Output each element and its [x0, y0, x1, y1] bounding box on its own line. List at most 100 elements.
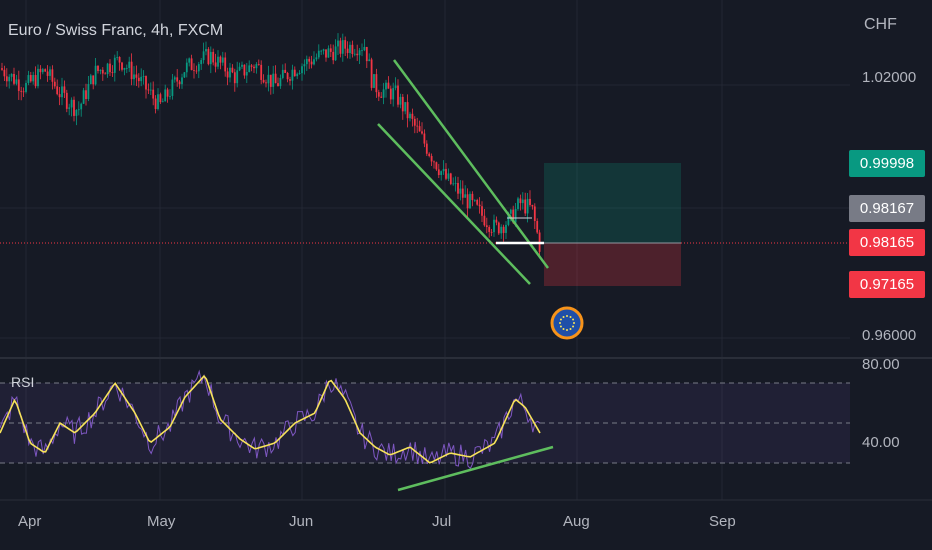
candle-body	[313, 59, 315, 65]
candle-body	[154, 98, 157, 110]
candle-body	[224, 57, 227, 72]
candle-body	[449, 173, 452, 184]
eu-star	[559, 318, 562, 321]
candle-body	[404, 102, 407, 112]
eu-star	[569, 315, 572, 318]
candle-body	[337, 40, 339, 47]
candle-body	[46, 71, 49, 76]
profit-zone	[544, 163, 681, 243]
candle-body	[303, 64, 306, 67]
candle-body	[142, 76, 145, 77]
candle-body	[257, 64, 260, 65]
candle-body	[27, 75, 30, 84]
price-axis-label: 0.96000	[862, 327, 917, 344]
candle-body	[8, 76, 11, 82]
rsi-divergence-line	[397, 445, 554, 492]
candle-body	[193, 70, 195, 71]
candle-body	[197, 64, 200, 72]
candle-body	[502, 226, 505, 233]
loss-zone	[544, 243, 681, 286]
candle-body	[161, 101, 164, 103]
candle-body	[469, 193, 471, 209]
candle-body	[245, 72, 248, 76]
candle-body	[125, 68, 128, 69]
candle-body	[382, 89, 385, 98]
candle-body	[488, 227, 491, 232]
candle-body	[473, 199, 476, 201]
candle-body	[442, 168, 445, 172]
candle-body	[219, 56, 222, 63]
candle-body	[296, 73, 299, 77]
candle-body	[116, 57, 119, 58]
candle-body	[459, 188, 462, 194]
candle-body	[373, 74, 375, 88]
candle-body	[118, 57, 121, 63]
candle-body	[332, 51, 335, 61]
candle-body	[250, 65, 253, 67]
candle-body	[380, 96, 383, 98]
candle-body	[65, 92, 68, 109]
candle-body	[135, 74, 138, 78]
candle-body	[356, 53, 359, 56]
candle-body	[358, 50, 361, 56]
rsi-label[interactable]: RSI	[11, 374, 35, 390]
target-price-tag: 0.99998	[849, 150, 925, 177]
candle-body	[265, 82, 267, 84]
rsi-axis-label: 80.00	[862, 356, 900, 373]
candle-body	[89, 75, 92, 85]
stop-price-tag: 0.97165	[849, 271, 925, 298]
candle-body	[454, 183, 457, 184]
eu-star	[566, 315, 568, 317]
symbol-title[interactable]: Euro / Swiss Franc, 4h, FXCM	[8, 22, 224, 39]
candle-body	[238, 66, 241, 71]
candle-body	[113, 57, 116, 73]
candle-body	[241, 64, 243, 67]
eu-star	[562, 315, 565, 318]
candle-body	[253, 66, 255, 69]
candle-body	[130, 61, 133, 80]
channel-lower-line	[377, 123, 531, 285]
candle-body	[166, 89, 169, 97]
candle-body	[236, 70, 239, 84]
candle-body	[202, 51, 205, 61]
entry-price-tag: 0.98165	[849, 229, 925, 256]
candle-body	[521, 199, 524, 204]
candle-body	[85, 90, 87, 99]
candle-body	[152, 89, 155, 99]
candle-body	[308, 58, 311, 62]
rsi-line	[0, 369, 541, 470]
eu-star	[573, 322, 575, 324]
price-axis-label: 1.02000	[862, 69, 917, 86]
candle-body	[49, 69, 51, 76]
candle-body	[229, 67, 231, 78]
candle-body	[73, 99, 75, 116]
candle-body	[68, 107, 71, 109]
candle-body	[169, 95, 171, 97]
candle-body	[173, 77, 176, 80]
candle-body	[320, 50, 323, 52]
candle-body	[44, 69, 47, 72]
candle-body	[70, 99, 73, 108]
candle-body	[128, 61, 131, 69]
time-axis-label: Sep	[709, 513, 736, 530]
candle-body	[10, 73, 13, 77]
candle-body	[385, 82, 387, 90]
candle-body	[526, 198, 529, 214]
candle-body	[509, 209, 512, 214]
eu-star	[569, 328, 572, 331]
eu-star	[572, 318, 575, 321]
candle-body	[209, 51, 212, 65]
candle-body	[483, 215, 486, 226]
candle-body	[171, 79, 174, 96]
candle-body	[461, 188, 464, 198]
time-axis-label: Jul	[432, 513, 452, 530]
candle-body	[149, 89, 152, 91]
candle-body	[349, 44, 351, 54]
candle-body	[281, 69, 284, 78]
candle-body	[185, 62, 188, 73]
candle-body	[481, 206, 483, 216]
candle-body	[478, 204, 481, 207]
channel-upper-line	[392, 59, 550, 269]
